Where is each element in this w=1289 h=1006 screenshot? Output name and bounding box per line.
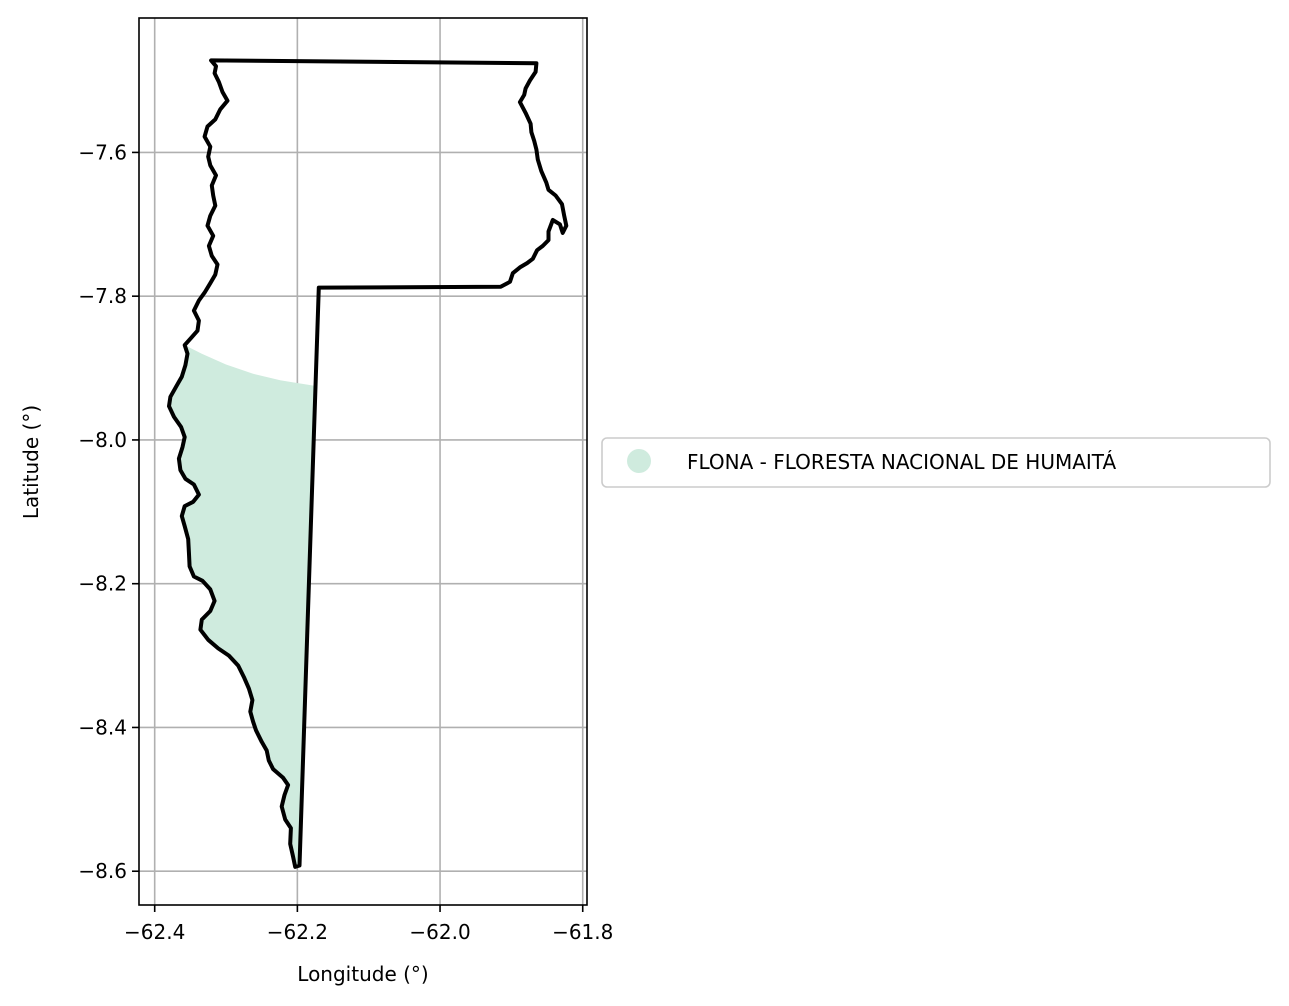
x-tick-label: −61.8 xyxy=(552,920,613,944)
y-tick-label: −8.2 xyxy=(78,572,127,596)
x-tick-label: −62.0 xyxy=(409,920,470,944)
legend-box xyxy=(601,437,1271,488)
x-tick-label: −62.2 xyxy=(267,920,328,944)
legend: FLONA - FLORESTA NACIONAL DE HUMAITÁ xyxy=(601,437,1271,488)
boundary-layer xyxy=(167,58,569,869)
y-tick-label: −7.6 xyxy=(78,140,127,164)
y-tick-label: −8.4 xyxy=(78,715,127,739)
y-axis-label: Latitude (°) xyxy=(19,405,43,519)
municipality-boundary xyxy=(167,58,569,869)
flona-area xyxy=(169,345,316,867)
y-tick-label: −8.0 xyxy=(78,428,127,452)
y-tick-label: −7.8 xyxy=(78,284,127,308)
y-axis-ticks: −7.6 −7.8 −8.0 −8.2 −8.4 −8.6 xyxy=(78,140,139,883)
area-layer xyxy=(169,345,316,867)
legend-label-flona: FLONA - FLORESTA NACIONAL DE HUMAITÁ xyxy=(687,450,1116,474)
axes-frame xyxy=(138,17,588,906)
x-axis-ticks: −62.4 −62.2 −62.0 −61.8 xyxy=(124,905,613,944)
x-tick-label: −62.4 xyxy=(124,920,185,944)
y-tick-label: −8.6 xyxy=(78,859,127,883)
legend-marker-flona xyxy=(627,449,651,473)
x-axis-label: Longitude (°) xyxy=(297,962,428,986)
grid-layer xyxy=(139,18,587,905)
